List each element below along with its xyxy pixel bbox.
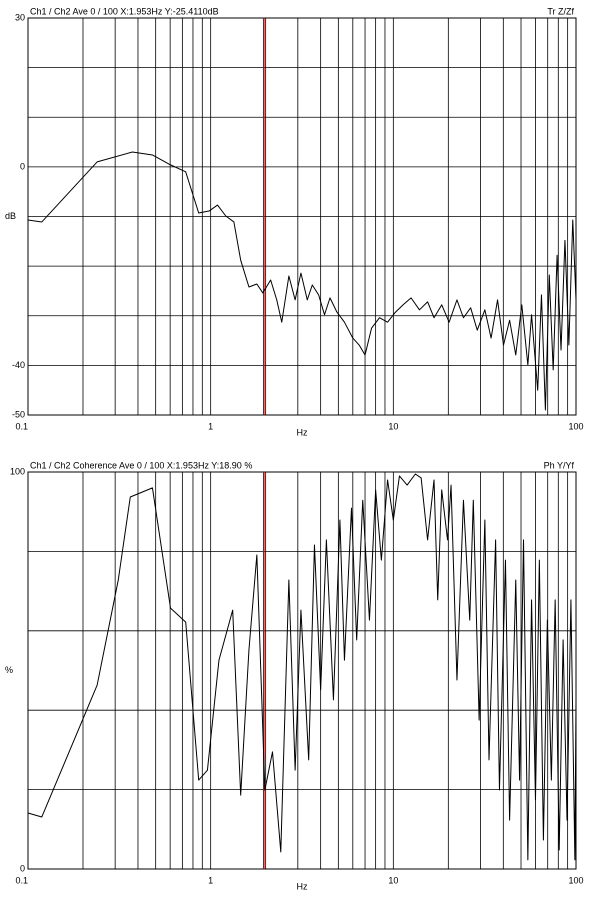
x-tick-label: 0.1: [15, 421, 28, 431]
x-tick-label: 1: [208, 875, 213, 885]
x-tick-label: 1: [208, 421, 213, 431]
y-axis-label: dB: [5, 211, 16, 221]
y-tick-label: -50: [12, 409, 25, 419]
y-tick-label: 0: [20, 161, 25, 171]
y-axis-label: %: [5, 665, 13, 675]
x-tick-label: 10: [388, 875, 398, 885]
header-right: Ph Y/Yf: [544, 460, 575, 470]
plot-frame: [27, 471, 577, 870]
x-tick-label: 10: [388, 421, 398, 431]
y-tick-label: 100: [10, 466, 25, 476]
header-left: Ch1 / Ch2 Coherence Ave 0 / 100 X:1.953H…: [30, 460, 252, 470]
x-tick-label: 0.1: [15, 875, 28, 885]
y-tick-label: -40: [12, 360, 25, 370]
header-left: Ch1 / Ch2 Ave 0 / 100 X:1.953Hz Y:-25.41…: [30, 6, 219, 16]
x-axis-label: Hz: [297, 427, 308, 437]
y-tick-label: 30: [15, 12, 25, 22]
header-right: Tr Z/Zf: [547, 6, 574, 16]
data-line: [27, 151, 577, 411]
x-tick-label: 100: [568, 421, 583, 431]
y-tick-label: 0: [20, 863, 25, 873]
x-axis-label: Hz: [297, 881, 308, 891]
x-tick-label: 100: [568, 875, 583, 885]
data-line: [27, 473, 577, 861]
